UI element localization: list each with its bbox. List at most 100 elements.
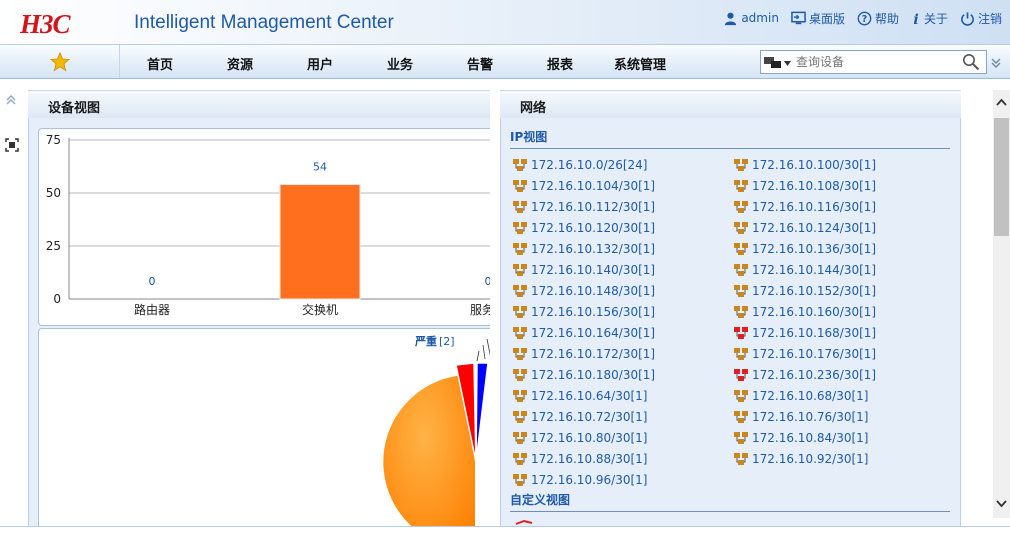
ip-view-item[interactable]: 172.16.10.92/30[1] bbox=[733, 450, 868, 468]
pie-label-text: 严重 bbox=[414, 334, 437, 348]
ip-view-item[interactable]: 172.16.10.180/30[1] bbox=[512, 366, 655, 384]
h3c-logo[interactable]: H3C bbox=[20, 9, 71, 39]
scroll-up-icon[interactable] bbox=[996, 98, 1007, 106]
ip-view-item[interactable]: 172.16.10.132/30[1] bbox=[512, 240, 655, 258]
ip-view-item[interactable]: 172.16.10.108/30[1] bbox=[733, 177, 876, 195]
power-icon bbox=[961, 11, 974, 26]
pie-slice-critical[interactable] bbox=[455, 362, 477, 463]
ip-view-item[interactable]: 172.16.10.80/30[1] bbox=[512, 429, 647, 447]
ip-view-item[interactable]: 172.16.10.68/30[1] bbox=[733, 387, 868, 405]
ip-view-item[interactable]: 172.16.10.140/30[1] bbox=[512, 261, 655, 279]
ip-view-item-label: 172.16.10.96/30[1] bbox=[531, 473, 648, 487]
ip-view-item-label: 172.16.10.72/30[1] bbox=[531, 410, 648, 424]
ip-segment-icon bbox=[513, 453, 527, 465]
ip-view-item[interactable]: 172.16.10.164/30[1] bbox=[512, 324, 655, 342]
ip-segment-icon bbox=[513, 474, 527, 486]
bar-1[interactable] bbox=[279, 184, 361, 300]
ip-segment-icon bbox=[513, 390, 527, 402]
admin-link[interactable]: admin bbox=[723, 11, 779, 26]
desktop-version-link[interactable]: 桌面版 bbox=[791, 10, 845, 27]
main-nav: 首页 资源 用户 业务 告警 报表 系统管理 bbox=[0, 44, 1010, 79]
ip-view-item[interactable]: 172.16.10.148/30[1] bbox=[512, 282, 655, 300]
ip-view-item[interactable]: 172.16.10.168/30[1] bbox=[733, 324, 876, 342]
ip-view-item-label: 172.16.10.180/30[1] bbox=[531, 368, 656, 382]
ip-view-item[interactable]: 172.16.10.172/30[1] bbox=[512, 345, 655, 363]
favorites-button[interactable] bbox=[0, 45, 120, 78]
ip-view-item[interactable]: 172.16.10.120/30[1] bbox=[512, 219, 655, 237]
ip-view-item-label: 172.16.10.236/30[1] bbox=[752, 368, 877, 382]
pie-slice-major[interactable] bbox=[381, 372, 477, 533]
search-type-dropdown[interactable] bbox=[764, 55, 794, 71]
ip-segment-icon bbox=[734, 201, 748, 213]
fullscreen-icon[interactable] bbox=[5, 138, 19, 152]
caret-down-icon bbox=[784, 60, 791, 66]
ip-segment-icon bbox=[734, 411, 748, 423]
help-link[interactable]: ? 帮助 bbox=[857, 10, 899, 27]
collapse-up-icon[interactable] bbox=[5, 94, 17, 106]
ip-segment-icon bbox=[734, 159, 748, 171]
ip-view-item[interactable]: 172.16.10.76/30[1] bbox=[733, 408, 868, 426]
nav-services[interactable]: 业务 bbox=[387, 58, 414, 73]
search-input[interactable] bbox=[796, 53, 956, 71]
page-scrollbar[interactable] bbox=[993, 90, 1010, 518]
ip-view-item-label: 172.16.10.64/30[1] bbox=[531, 389, 648, 403]
ip-view-item[interactable]: 172.16.10.176/30[1] bbox=[733, 345, 876, 363]
nav-system-management[interactable]: 系统管理 bbox=[614, 58, 667, 73]
search-button[interactable] bbox=[962, 53, 982, 71]
svg-text:?: ? bbox=[862, 14, 867, 25]
ip-view-item[interactable]: 172.16.10.124/30[1] bbox=[733, 219, 876, 237]
nav-alarms[interactable]: 告警 bbox=[467, 58, 494, 73]
custom-view-divider bbox=[510, 511, 950, 512]
ip-segment-icon bbox=[734, 243, 748, 255]
ip-view-item-label: 172.16.10.112/30[1] bbox=[531, 200, 656, 214]
scroll-down-icon[interactable] bbox=[996, 500, 1007, 508]
ip-view-item[interactable]: 172.16.10.100/30[1] bbox=[733, 156, 876, 174]
ip-view-item[interactable]: 172.16.10.72/30[1] bbox=[512, 408, 647, 426]
ip-view-item-label: 172.16.10.80/30[1] bbox=[531, 431, 648, 445]
ip-view-item[interactable]: 172.16.10.136/30[1] bbox=[733, 240, 876, 258]
ip-segment-icon bbox=[513, 348, 527, 360]
custom-view-item-icon[interactable] bbox=[514, 518, 534, 526]
ip-segment-icon bbox=[734, 180, 748, 192]
scroll-thumb[interactable] bbox=[994, 118, 1009, 236]
pie-label-critical[interactable]: 严重 [2] bbox=[414, 334, 455, 348]
ip-view-item-label: 172.16.10.144/30[1] bbox=[752, 263, 877, 277]
ip-view-item[interactable]: 172.16.10.84/30[1] bbox=[733, 429, 868, 447]
app-title: Intelligent Management Center bbox=[134, 12, 394, 33]
about-link[interactable]: i 关于 bbox=[911, 10, 948, 27]
ip-view-item-label: 172.16.10.148/30[1] bbox=[531, 284, 656, 298]
nav-users[interactable]: 用户 bbox=[307, 58, 334, 73]
ip-view-item[interactable]: 172.16.10.152/30[1] bbox=[733, 282, 876, 300]
ip-segment-icon bbox=[513, 432, 527, 444]
ip-view-item[interactable]: 172.16.10.160/30[1] bbox=[733, 303, 876, 321]
ip-view-item[interactable]: 172.16.10.144/30[1] bbox=[733, 261, 876, 279]
nav-home[interactable]: 首页 bbox=[147, 58, 174, 73]
double-chevron-down-icon bbox=[991, 58, 1001, 68]
device-view-title: 设备视图 bbox=[48, 101, 101, 116]
ip-view-item[interactable]: 172.16.10.64/30[1] bbox=[512, 387, 647, 405]
ip-alarm-icon bbox=[734, 327, 748, 339]
ip-view-item[interactable]: 172.16.10.96/30[1] bbox=[512, 471, 647, 489]
nav-reports[interactable]: 报表 bbox=[547, 58, 574, 73]
ip-view-item-label: 172.16.10.124/30[1] bbox=[752, 221, 877, 235]
ip-view-item[interactable]: 172.16.10.116/30[1] bbox=[733, 198, 876, 216]
ip-view-item[interactable]: 172.16.10.156/30[1] bbox=[512, 303, 655, 321]
ip-view-item[interactable]: 172.16.10.236/30[1] bbox=[733, 366, 876, 384]
ip-view-item-label: 172.16.10.68/30[1] bbox=[752, 389, 869, 403]
ip-view-item-label: 172.16.10.168/30[1] bbox=[752, 326, 877, 340]
ip-view-item[interactable]: 172.16.10.112/30[1] bbox=[512, 198, 655, 216]
pie-label-count: [2] bbox=[439, 335, 455, 348]
info-icon: i bbox=[913, 12, 918, 26]
nav-resources[interactable]: 资源 bbox=[227, 58, 254, 73]
ip-view-item-label: 172.16.10.164/30[1] bbox=[531, 326, 656, 340]
pie-slice-warning[interactable] bbox=[475, 362, 489, 463]
alarm-pie-chart-card: 严重 [2] bbox=[38, 328, 490, 533]
ip-view-item[interactable]: 172.16.10.0/26[24] bbox=[512, 156, 647, 174]
ip-view-item[interactable]: 172.16.10.88/30[1] bbox=[512, 450, 647, 468]
ip-segment-icon bbox=[734, 285, 748, 297]
user-icon bbox=[725, 12, 737, 25]
ip-view-item[interactable]: 172.16.10.104/30[1] bbox=[512, 177, 655, 195]
logout-link[interactable]: 注销 bbox=[960, 10, 1002, 27]
nav-expand-button[interactable] bbox=[990, 57, 1002, 72]
x-tick-label: 路由器 bbox=[134, 302, 170, 317]
